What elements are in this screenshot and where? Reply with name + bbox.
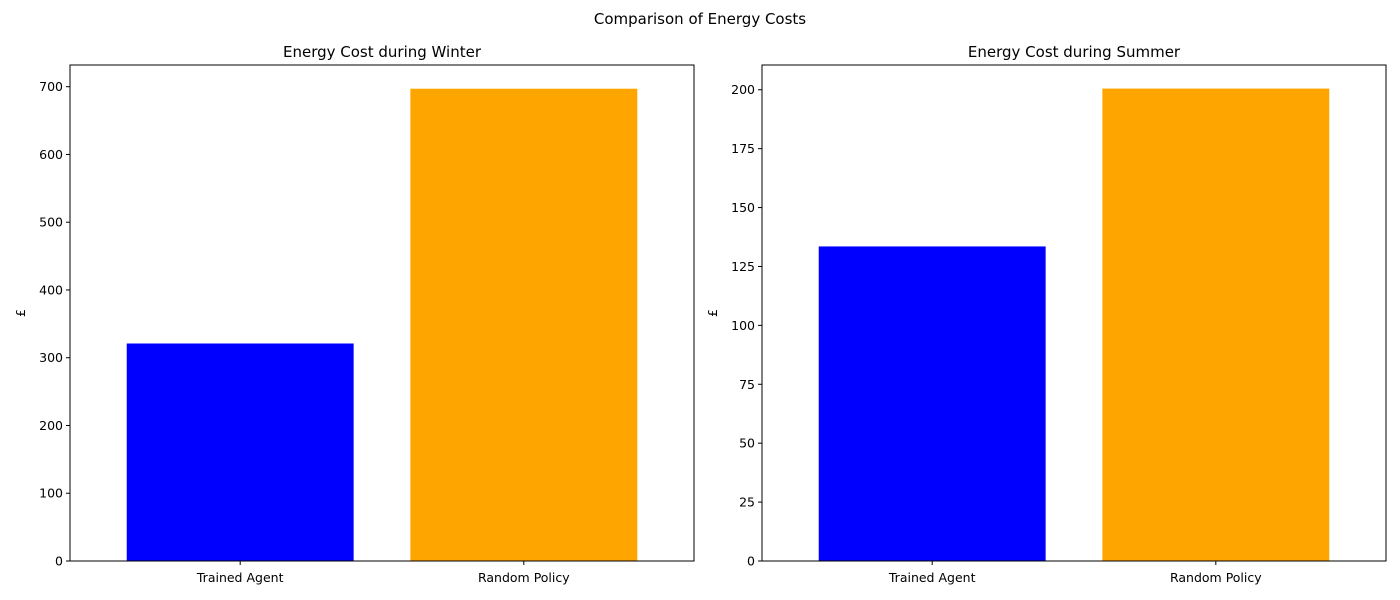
summer-bar-random-policy bbox=[1102, 88, 1330, 562]
winter-y-axis-label: £ bbox=[13, 309, 28, 317]
winter-y-tick-label: 0 bbox=[55, 554, 63, 569]
winter-y-tick-label: 600 bbox=[39, 147, 63, 162]
summer-y-tick-label: 0 bbox=[747, 554, 755, 569]
winter-x-tick-label: Trained Agent bbox=[196, 570, 284, 585]
winter-y-tick-label: 200 bbox=[39, 418, 63, 433]
summer-y-ticks: 0 25 50 75 100 125 150 175 200 bbox=[731, 82, 762, 569]
summer-bars bbox=[818, 88, 1330, 562]
summer-x-tick-label: Trained Agent bbox=[888, 570, 976, 585]
summer-y-tick-label: 175 bbox=[731, 141, 755, 156]
summer-y-tick-label: 50 bbox=[739, 436, 755, 451]
winter-x-ticks: Trained Agent Random Policy bbox=[196, 561, 570, 585]
winter-y-tick-label: 500 bbox=[39, 215, 63, 230]
summer-y-tick-label: 125 bbox=[731, 259, 755, 274]
summer-x-ticks: Trained Agent Random Policy bbox=[888, 561, 1262, 585]
summer-x-tick-label: Random Policy bbox=[1170, 570, 1262, 585]
summer-y-tick-label: 150 bbox=[731, 200, 755, 215]
winter-axes-frame bbox=[69, 64, 695, 562]
winter-bars bbox=[126, 88, 638, 561]
summer-y-tick-label: 200 bbox=[731, 82, 755, 97]
winter-y-tick-label: 100 bbox=[39, 486, 63, 501]
winter-y-tick-label: 700 bbox=[39, 79, 63, 94]
winter-y-tick-label: 300 bbox=[39, 350, 63, 365]
winter-y-ticks: 0 100 200 300 400 500 600 700 bbox=[39, 79, 70, 569]
summer-y-tick-label: 75 bbox=[739, 377, 755, 392]
figure-title: Comparison of Energy Costs bbox=[594, 10, 806, 28]
summer-axes-frame bbox=[761, 64, 1387, 562]
winter-bar-trained-agent bbox=[126, 343, 354, 561]
winter-chart-panel: Energy Cost during Winter £ 0 100 200 300 40… bbox=[13, 43, 695, 585]
winter-bar-random-policy bbox=[410, 88, 638, 561]
winter-x-tick-label: Random Policy bbox=[478, 570, 570, 585]
summer-y-tick-label: 100 bbox=[731, 318, 755, 333]
summer-y-axis-label: £ bbox=[705, 309, 720, 317]
summer-chart-title: Energy Cost during Summer bbox=[968, 43, 1181, 61]
summer-y-tick-label: 25 bbox=[739, 495, 755, 510]
summer-chart-panel: Energy Cost during Summer £ 0 25 50 75 100 12… bbox=[705, 43, 1387, 585]
winter-chart-title: Energy Cost during Winter bbox=[283, 43, 482, 61]
summer-bar-trained-agent bbox=[818, 246, 1046, 561]
winter-y-tick-label: 400 bbox=[39, 282, 63, 297]
